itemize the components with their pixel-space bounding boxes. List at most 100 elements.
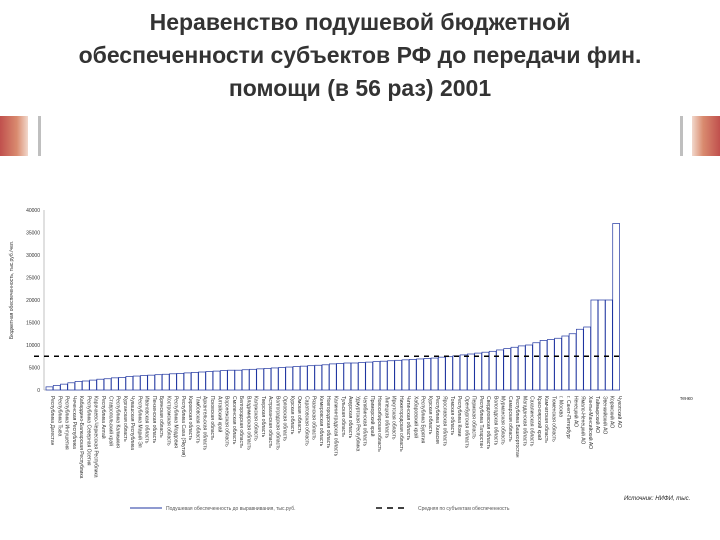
right-decoration-bar [692, 116, 720, 156]
y-tick-label: 5000 [29, 366, 40, 372]
y-tick-label: 40000 [26, 208, 40, 214]
bar [481, 351, 490, 391]
x-tick-label: Республика Калмыкия [115, 396, 121, 448]
bar [343, 362, 352, 391]
x-tick-label: Рязанская область [311, 396, 317, 440]
x-tick-label: Чеченская Республика [71, 396, 77, 449]
x-tick-label: Курганская область [122, 396, 128, 442]
x-tick-label: Магаданская область [521, 396, 527, 447]
x-tick-label: Ставропольский край [107, 396, 114, 446]
x-tick-label: Воронежская область [224, 396, 230, 447]
bar [496, 349, 504, 391]
bar [299, 365, 308, 391]
bar [234, 369, 243, 391]
bar-chart: 0 5000 10000 15000 20000 25000 30000 35000 40000… [9, 208, 693, 512]
x-tick-label: Кемеровская область [318, 396, 324, 447]
bar [205, 371, 214, 391]
x-tick-label: Нижегородская область [398, 396, 404, 452]
x-tick-label: Самарская область [507, 396, 513, 442]
x-tick-label: Челябинская область [362, 396, 368, 447]
bar [612, 223, 620, 391]
x-tick-label: Ярославская область [441, 396, 447, 447]
x-tick-label: г. Москва [558, 396, 564, 417]
bar [140, 375, 148, 391]
bar [249, 368, 257, 391]
y-tick-label: 10000 [26, 343, 40, 349]
bar [510, 346, 519, 391]
bar [568, 333, 577, 391]
bar [125, 376, 134, 391]
x-tick-label: Республика Тыва [56, 396, 62, 437]
x-tick-label: Оренбургская область [463, 396, 469, 448]
bar [227, 369, 235, 391]
bar [74, 381, 83, 391]
bar [292, 366, 301, 391]
right-decoration-line [680, 116, 683, 156]
x-tick-label: Корякский АО [609, 396, 616, 428]
x-tick-label: Эвенкийский АО [601, 396, 608, 434]
bar [183, 372, 192, 391]
x-tick-label: Курская область [427, 396, 433, 435]
x-tick-label: Тюменская область [550, 396, 556, 442]
bar [147, 374, 155, 391]
bar [314, 364, 323, 391]
bar [67, 382, 76, 391]
bar [576, 328, 584, 391]
bar [605, 299, 613, 391]
bar [241, 369, 250, 391]
x-tick-label: Калужская область [253, 396, 259, 441]
bar [554, 337, 562, 391]
bar [270, 367, 279, 391]
bar [350, 362, 359, 391]
bar [307, 365, 315, 391]
y-axis-label: Бюджетная обеспеченность, тыс.руб./чел. [9, 241, 15, 339]
x-tick-label: Алтайский край [216, 396, 223, 432]
bar [561, 335, 570, 391]
bar [212, 370, 221, 391]
x-tick-label: Белгородская область [238, 396, 244, 448]
bar [452, 355, 461, 391]
annotation-label: тенко [680, 396, 693, 402]
bar [401, 359, 410, 391]
bar [525, 344, 533, 391]
x-tick-label: Саратовская область [303, 396, 309, 446]
x-tick-label: Новосибирская область [376, 396, 382, 452]
bar [372, 361, 381, 391]
x-tick-label: Республика Северная Осетия [85, 396, 91, 466]
bar [45, 386, 54, 391]
bar [329, 363, 337, 391]
bar [416, 358, 424, 391]
x-tick-label: Таймырский АО [594, 396, 601, 433]
y-tick-label: 30000 [26, 253, 40, 259]
x-tick-label: Республика Дагестан [49, 396, 55, 446]
x-tick-label: Смоленская область [231, 396, 237, 445]
x-tick-label: Свердловская область [485, 396, 491, 450]
bar [546, 339, 555, 391]
x-tick-label: Тульская область [340, 396, 346, 437]
bar [154, 374, 163, 391]
page-title: Неравенство подушевой бюджетной обеспече… [78, 9, 642, 101]
x-tick-label: Сахалинская область [529, 396, 535, 447]
bar [256, 368, 264, 391]
bar [423, 358, 432, 391]
x-tick-label: Псковская область [209, 396, 215, 440]
bar [430, 357, 439, 391]
x-tick-label: Приморский край [369, 396, 376, 437]
bar [321, 364, 330, 391]
bar [394, 359, 402, 391]
x-tick-label: Волгоградская область [274, 396, 280, 450]
bar [532, 342, 541, 391]
bar [278, 367, 286, 391]
x-tick-label: Томская область [449, 396, 455, 435]
y-tick-label: 0 [37, 388, 40, 394]
x-tick-label: Калининградская область [333, 396, 339, 457]
bar [503, 348, 511, 391]
x-tick-label: Хабаровский край [412, 396, 419, 438]
bar [517, 345, 526, 391]
x-tick-label: Владимирская область [245, 396, 251, 450]
x-tick-labels: Республика Дагестан Республика Тыва Респуб… [49, 396, 623, 479]
legend-bar-label: Подушевая обеспеченность до выравнивания… [166, 506, 295, 512]
bar [103, 378, 112, 391]
bar [438, 356, 446, 391]
y-tick-label: 35000 [26, 231, 40, 237]
